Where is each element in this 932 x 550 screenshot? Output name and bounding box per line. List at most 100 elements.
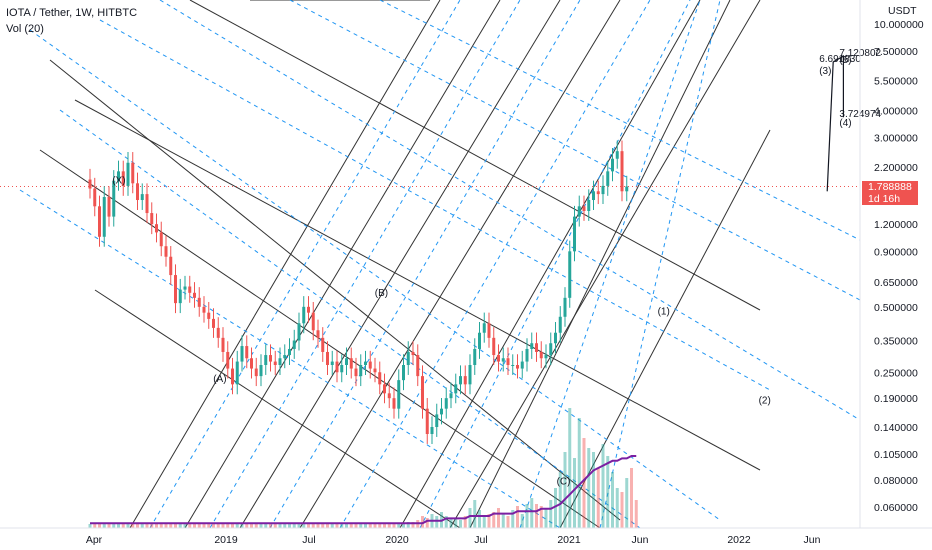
volume-bar bbox=[454, 518, 458, 528]
candle-body bbox=[511, 365, 515, 367]
candle-body bbox=[516, 365, 519, 369]
candle-body bbox=[207, 312, 211, 319]
volume-indicator-label[interactable]: Vol (20) bbox=[6, 23, 44, 35]
volume-bar bbox=[387, 524, 391, 528]
volume-bar bbox=[292, 524, 296, 528]
candle-body bbox=[193, 292, 196, 298]
volume-bar bbox=[150, 524, 154, 528]
volume-bar bbox=[98, 524, 101, 528]
volume-bar bbox=[539, 506, 543, 528]
candle-body bbox=[354, 368, 358, 377]
volume-bar bbox=[321, 524, 325, 528]
price-tick-label: 3.000000 bbox=[874, 133, 918, 145]
time-tick-label: Jul bbox=[474, 534, 487, 546]
volume-bar bbox=[221, 524, 225, 528]
candle-body bbox=[240, 346, 244, 362]
price-tick-label: 10.000000 bbox=[874, 19, 924, 31]
candle-body bbox=[107, 197, 111, 217]
volume-bar bbox=[107, 524, 111, 528]
volume-ma-line bbox=[90, 455, 637, 525]
price-tick-label: 0.080000 bbox=[874, 475, 918, 487]
wave-path bbox=[826, 55, 845, 192]
candle-body bbox=[278, 358, 282, 366]
volume-bar bbox=[197, 524, 201, 528]
candle-body bbox=[273, 361, 277, 366]
candle-body bbox=[88, 179, 92, 189]
trend-channels bbox=[19, 0, 861, 529]
channel-dashed-line bbox=[269, 0, 581, 529]
candle-body bbox=[136, 183, 139, 201]
volume-bar bbox=[254, 524, 258, 528]
fan-line bbox=[239, 0, 561, 529]
volume-bar bbox=[558, 472, 562, 528]
price-tick-label: 0.350000 bbox=[874, 336, 918, 348]
candle-body bbox=[378, 372, 382, 385]
volume-bar bbox=[421, 516, 424, 528]
candle-body bbox=[359, 365, 363, 377]
volume-bar bbox=[601, 444, 605, 528]
channel-dashed-line bbox=[599, 0, 721, 529]
candle-body bbox=[364, 361, 367, 366]
candle-body bbox=[131, 162, 135, 184]
candle-body bbox=[117, 171, 120, 181]
volume-bar bbox=[459, 520, 462, 528]
candle-body bbox=[478, 332, 481, 349]
volume-bar bbox=[207, 524, 211, 528]
volume-bar bbox=[326, 524, 329, 528]
plot-area[interactable] bbox=[0, 0, 860, 528]
symbol-title[interactable]: IOTA / Tether, 1W, HITBTC bbox=[6, 7, 138, 19]
price-axis[interactable]: 10.000000 7.500000 5.500000 4.000000 3.00000… bbox=[859, 0, 924, 528]
volume-bar bbox=[444, 516, 448, 528]
candle-body bbox=[145, 194, 149, 214]
candle-body bbox=[169, 256, 173, 276]
channel-line bbox=[94, 289, 461, 529]
channel-dashed-line bbox=[29, 29, 721, 521]
candle-body bbox=[345, 358, 348, 366]
candle-body bbox=[463, 376, 467, 385]
last-price-value: 1.788888 bbox=[868, 181, 912, 193]
volume-bar bbox=[278, 524, 282, 528]
volume-bar bbox=[530, 498, 534, 528]
candle-body bbox=[202, 306, 206, 313]
candle-body bbox=[368, 361, 372, 369]
time-axis[interactable]: Apr 2019 Jul 2020 Jul 2021 Jun 2022 Jun bbox=[0, 527, 932, 546]
candle-body bbox=[126, 162, 130, 186]
candle-body bbox=[454, 384, 458, 394]
channel-dashed-line bbox=[339, 0, 651, 529]
candle-body bbox=[406, 351, 410, 366]
price-tick-label: 1.200000 bbox=[874, 219, 918, 231]
candle-body bbox=[326, 351, 329, 366]
price-tick-label: 0.500000 bbox=[874, 302, 918, 314]
candle-body bbox=[387, 393, 391, 399]
volume-bar bbox=[311, 524, 315, 528]
volume-bar bbox=[630, 468, 633, 528]
volume-bar bbox=[340, 524, 344, 528]
candle-body bbox=[440, 408, 443, 415]
candle-body bbox=[183, 286, 187, 290]
volume-bar bbox=[625, 478, 629, 528]
candle-body bbox=[435, 414, 439, 428]
volume-bar bbox=[449, 518, 453, 528]
volume-bar bbox=[482, 516, 486, 528]
volume-bar bbox=[330, 524, 334, 528]
candle-body bbox=[254, 368, 258, 377]
volume-bar bbox=[245, 524, 249, 528]
volume-bar bbox=[264, 524, 268, 528]
volume-bar bbox=[478, 510, 481, 528]
channel-dashed-line bbox=[379, 0, 861, 241]
volume-bar bbox=[302, 524, 306, 528]
wave-label: (1) bbox=[658, 307, 670, 318]
price-tick-label: 0.060000 bbox=[874, 502, 918, 514]
price-unit-label: USDT bbox=[888, 5, 917, 17]
volume-bar bbox=[383, 524, 386, 528]
volume-bar bbox=[117, 524, 120, 528]
volume-bar bbox=[463, 516, 467, 528]
candle-body bbox=[606, 171, 610, 186]
candle-body bbox=[582, 206, 586, 211]
time-tick-label: 2021 bbox=[557, 534, 581, 546]
candle-body bbox=[164, 246, 168, 257]
candle-body bbox=[449, 393, 453, 399]
volume-bar bbox=[240, 524, 244, 528]
volume-bar bbox=[473, 500, 477, 528]
